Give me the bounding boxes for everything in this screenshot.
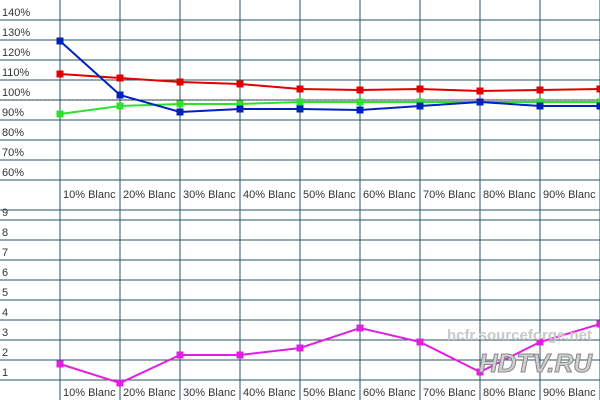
y-tick-label: 1 bbox=[2, 367, 8, 379]
point-marker bbox=[296, 344, 304, 352]
x-tick-label: 80% Blanc bbox=[483, 189, 536, 201]
point-marker bbox=[176, 100, 184, 108]
point-marker bbox=[236, 351, 244, 359]
watermark-site: hcfr.sourceforge.net bbox=[447, 327, 592, 344]
point-marker bbox=[476, 98, 484, 106]
point-marker bbox=[356, 98, 364, 106]
y-tick-label: 90% bbox=[2, 107, 24, 119]
point-marker bbox=[596, 85, 600, 93]
point-marker bbox=[116, 91, 124, 99]
point-marker bbox=[56, 360, 64, 368]
x-tick-label: 20% Blanc bbox=[123, 189, 176, 201]
x-tick-label: 10% Blanc bbox=[63, 189, 116, 201]
point-marker bbox=[536, 102, 544, 110]
point-marker bbox=[596, 98, 600, 106]
point-marker bbox=[56, 110, 64, 118]
series-line bbox=[59, 40, 600, 114]
y-tick-label: 9 bbox=[2, 207, 8, 219]
x-tick-label: 60% Blanc bbox=[363, 189, 416, 201]
series-line bbox=[59, 101, 600, 115]
x-tick-label: 70% Blanc bbox=[423, 387, 476, 399]
x-tick-label: 30% Blanc bbox=[183, 387, 236, 399]
y-tick-label: 3 bbox=[2, 327, 8, 339]
x-tick-label: 30% Blanc bbox=[183, 189, 236, 201]
point-marker bbox=[536, 98, 544, 106]
point-marker bbox=[116, 74, 124, 82]
point-marker bbox=[416, 85, 424, 93]
y-tick-label: 60% bbox=[2, 167, 24, 179]
y-tick-label: 7 bbox=[2, 247, 8, 259]
x-tick-label: 50% Blanc bbox=[303, 387, 356, 399]
y-tick-label: 4 bbox=[2, 307, 8, 319]
point-marker bbox=[596, 320, 600, 328]
series-line bbox=[59, 323, 600, 385]
point-marker bbox=[416, 102, 424, 110]
point-marker bbox=[596, 102, 600, 110]
point-marker bbox=[476, 368, 484, 376]
point-marker bbox=[236, 105, 244, 113]
y-tick-label: 130% bbox=[2, 27, 30, 39]
series-line bbox=[59, 73, 600, 93]
y-tick-label: 6 bbox=[2, 267, 8, 279]
point-marker bbox=[116, 102, 124, 110]
y-tick-label: 110% bbox=[2, 67, 30, 79]
point-marker bbox=[176, 78, 184, 86]
point-marker bbox=[356, 106, 364, 114]
y-tick-label: 80% bbox=[2, 127, 24, 139]
y-tick-label: 2 bbox=[2, 347, 8, 359]
point-marker bbox=[296, 85, 304, 93]
point-marker bbox=[356, 324, 364, 332]
point-marker bbox=[476, 87, 484, 95]
x-tick-label: 10% Blanc bbox=[63, 387, 116, 399]
x-tick-label: 70% Blanc bbox=[423, 189, 476, 201]
point-marker bbox=[236, 100, 244, 108]
point-marker bbox=[296, 98, 304, 106]
point-marker bbox=[296, 105, 304, 113]
x-tick-label: 80% Blanc bbox=[483, 387, 536, 399]
x-tick-label: 40% Blanc bbox=[243, 387, 296, 399]
x-tick-label: 60% Blanc bbox=[363, 387, 416, 399]
y-tick-label: 120% bbox=[2, 47, 30, 59]
y-tick-label: 5 bbox=[2, 287, 8, 299]
x-tick-label: 90% Blanc bbox=[543, 189, 596, 201]
point-marker bbox=[416, 98, 424, 106]
point-marker bbox=[176, 108, 184, 116]
y-tick-label: 140% bbox=[2, 7, 30, 19]
x-tick-label: 50% Blanc bbox=[303, 189, 356, 201]
watermark-logo: HDTV.RU bbox=[479, 348, 593, 378]
x-tick-label: 90% Blanc bbox=[543, 387, 596, 399]
y-tick-label: 8 bbox=[2, 227, 8, 239]
x-tick-label: 20% Blanc bbox=[123, 387, 176, 399]
point-marker bbox=[56, 70, 64, 78]
point-marker bbox=[536, 338, 544, 346]
point-marker bbox=[236, 80, 244, 88]
point-marker bbox=[416, 338, 424, 346]
point-marker bbox=[536, 86, 544, 94]
y-tick-label: 70% bbox=[2, 147, 24, 159]
point-marker bbox=[56, 37, 64, 45]
point-marker bbox=[176, 351, 184, 359]
point-marker bbox=[356, 86, 364, 94]
y-tick-label: 100% bbox=[2, 87, 30, 99]
point-marker bbox=[116, 379, 124, 387]
x-tick-label: 40% Blanc bbox=[243, 189, 296, 201]
